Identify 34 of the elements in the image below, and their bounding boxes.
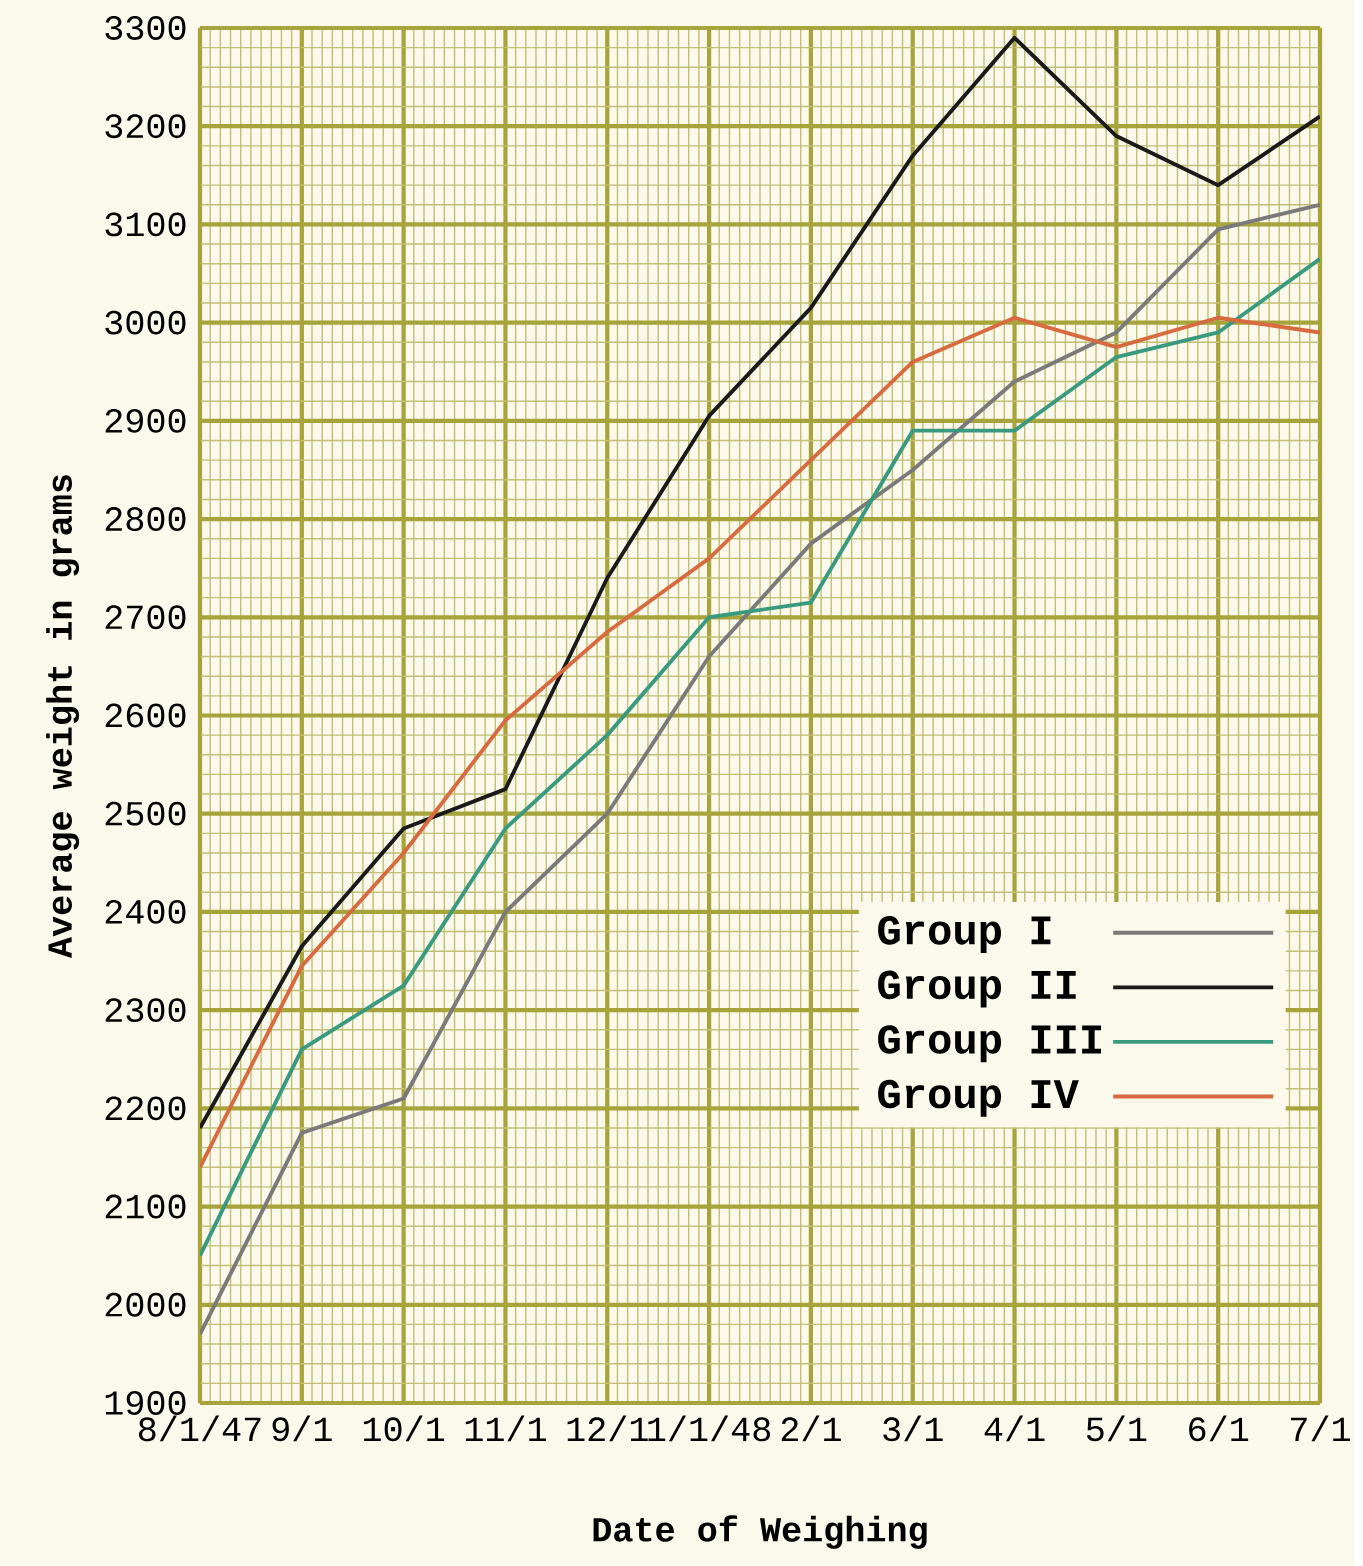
x-tick-label: 12/1: [567, 1415, 648, 1442]
y-tick-label: 2400: [105, 899, 186, 924]
y-tick-label: 3300: [105, 16, 186, 40]
x-tick-label: 8/1/47: [138, 1415, 261, 1442]
legend-label: Group I: [877, 916, 1051, 954]
y-tick-label: 1900: [105, 1391, 186, 1415]
y-tick-label: 3100: [105, 212, 186, 237]
y-tick-label: 2100: [105, 1194, 186, 1219]
y-tick-label: 2000: [105, 1292, 186, 1317]
x-tick-label: 2/1: [781, 1415, 841, 1442]
y-tick-label: 2900: [105, 408, 186, 433]
x-tick-label: 3/1: [883, 1415, 943, 1442]
x-tick-label: 10/1: [363, 1415, 444, 1442]
y-tick-label: 2500: [105, 801, 186, 826]
y-tick-label: 3200: [105, 114, 186, 139]
line-series: [199, 35, 1320, 1130]
x-tick-label: 1/1/48: [648, 1415, 770, 1442]
y-tick-label: 2800: [105, 507, 186, 531]
x-axis-title: Date of Weighing: [593, 1515, 927, 1549]
x-tick-label: 7/1: [1290, 1415, 1350, 1442]
y-tick-label: 2300: [105, 998, 186, 1023]
y-tick-label: 3000: [105, 310, 186, 335]
x-tick-label: 11/1: [465, 1415, 546, 1442]
legend-label: Group III: [877, 1025, 1101, 1063]
x-tick-label: 4/1: [984, 1415, 1045, 1442]
x-tick-label: 9/1: [272, 1415, 332, 1442]
y-tick-label: 2200: [105, 1096, 186, 1121]
x-tick-label: 5/1: [1086, 1415, 1147, 1442]
y-tick-label: 2600: [105, 703, 186, 728]
legend-label: Group II: [877, 970, 1076, 1008]
x-tick-label: 6/1: [1188, 1415, 1248, 1442]
y-tick-label: 2700: [105, 605, 186, 630]
y-axis-title: Average weight in grams: [46, 475, 79, 959]
legend-label: Group IV: [877, 1079, 1079, 1117]
